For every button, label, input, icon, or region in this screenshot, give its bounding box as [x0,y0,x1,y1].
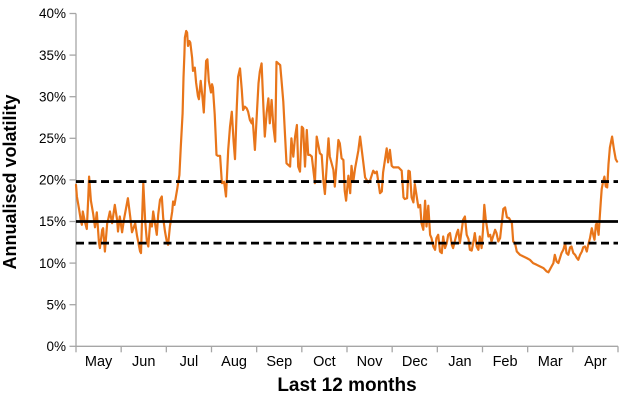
x-tick-label: Aug [221,354,247,370]
x-tick-label: Feb [493,354,518,370]
x-tick-label: Sep [266,354,292,370]
x-tick-label: Dec [402,354,428,370]
y-tick-label: 10% [39,256,66,271]
y-axis-title: Annualised volatility [0,94,20,269]
y-tick-label: 15% [39,214,66,229]
x-tick-label: Jun [132,354,155,370]
y-tick-label: 30% [39,89,66,104]
x-axis-title: Last 12 months [277,375,416,396]
y-tick-label: 35% [39,48,66,63]
x-tick-label: Nov [357,354,384,370]
y-tick-label: 25% [39,131,66,146]
x-tick-label: May [85,354,113,370]
x-tick-label: Oct [313,354,336,370]
x-tick-label: Mar [538,354,563,370]
x-tick-label: Apr [584,354,607,370]
y-tick-label: 20% [39,173,66,188]
x-tick-label: Jan [448,354,471,370]
y-tick-label: 0% [46,339,66,354]
volatility-line [74,29,619,274]
x-tick-label: Jul [180,354,199,370]
y-tick-label: 5% [46,297,66,312]
y-tick-label: 40% [39,6,66,21]
